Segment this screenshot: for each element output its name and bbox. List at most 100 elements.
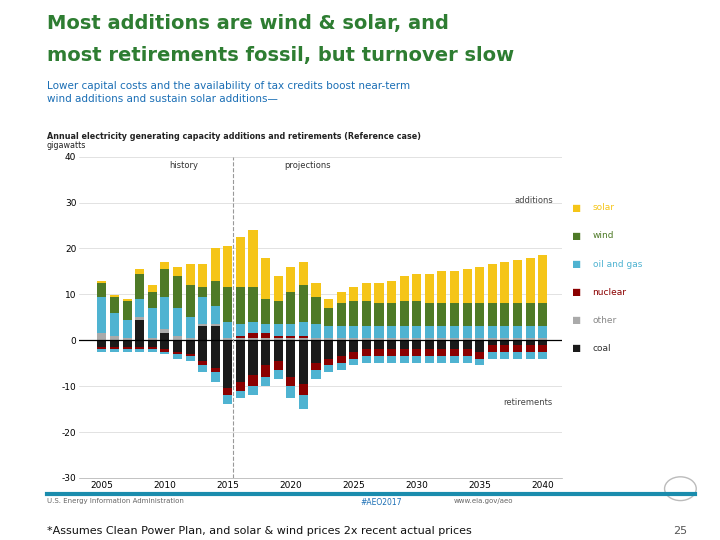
Bar: [211, 248, 220, 281]
Bar: [463, 269, 472, 303]
Bar: [135, 269, 144, 274]
Bar: [425, 303, 434, 326]
Bar: [299, 285, 308, 322]
Bar: [161, 333, 169, 340]
Text: coal: coal: [593, 344, 611, 353]
Bar: [487, 303, 497, 326]
Bar: [374, 326, 384, 338]
Bar: [161, 340, 169, 349]
Bar: [374, 303, 384, 326]
Bar: [122, 349, 132, 352]
Bar: [110, 336, 119, 340]
Bar: [186, 354, 194, 356]
Bar: [538, 345, 547, 352]
Bar: [487, 338, 497, 340]
Bar: [312, 283, 320, 296]
Bar: [487, 345, 497, 352]
Bar: [337, 356, 346, 363]
Bar: [387, 303, 396, 326]
Bar: [513, 326, 522, 338]
Bar: [161, 349, 169, 352]
Bar: [312, 340, 320, 363]
Bar: [211, 324, 220, 326]
Bar: [400, 338, 409, 340]
Bar: [274, 370, 283, 379]
Bar: [148, 285, 157, 292]
Bar: [248, 287, 258, 322]
Text: ◼: ◼: [572, 287, 582, 297]
Bar: [173, 352, 182, 354]
Bar: [135, 320, 144, 340]
Bar: [161, 352, 169, 354]
Bar: [261, 338, 270, 340]
Text: www.eia.gov/aeo: www.eia.gov/aeo: [454, 498, 513, 504]
Bar: [374, 340, 384, 349]
Bar: [248, 230, 258, 287]
Bar: [450, 271, 459, 303]
Bar: [97, 296, 107, 333]
Bar: [349, 287, 359, 301]
Bar: [299, 338, 308, 340]
Text: *Assumes Clean Power Plan, and solar & wind prices 2x recent actual prices: *Assumes Clean Power Plan, and solar & w…: [47, 526, 472, 537]
Bar: [223, 287, 233, 322]
Bar: [362, 283, 371, 301]
Bar: [324, 338, 333, 340]
Bar: [211, 306, 220, 324]
Bar: [513, 340, 522, 345]
Text: Annual electricity generating capacity additions and retirements (Reference case: Annual electricity generating capacity a…: [47, 132, 420, 141]
Bar: [324, 308, 333, 326]
Bar: [337, 303, 346, 326]
Bar: [148, 338, 157, 340]
Bar: [135, 340, 144, 347]
Bar: [438, 326, 446, 338]
Bar: [349, 338, 359, 340]
Bar: [173, 354, 182, 359]
Bar: [438, 303, 446, 326]
Bar: [198, 326, 207, 340]
Bar: [211, 373, 220, 382]
Bar: [198, 265, 207, 287]
Bar: [110, 347, 119, 349]
Bar: [135, 299, 144, 318]
Bar: [186, 285, 194, 318]
Bar: [450, 349, 459, 356]
Text: 71: 71: [675, 484, 686, 493]
Bar: [223, 340, 233, 388]
Bar: [198, 296, 207, 324]
Bar: [362, 301, 371, 326]
Bar: [362, 356, 371, 363]
Bar: [337, 326, 346, 338]
Bar: [122, 299, 132, 301]
Bar: [500, 345, 510, 352]
Bar: [374, 356, 384, 363]
Bar: [274, 338, 283, 340]
Text: history: history: [169, 161, 198, 170]
Bar: [500, 326, 510, 338]
Bar: [211, 340, 220, 368]
Bar: [487, 265, 497, 303]
Bar: [135, 347, 144, 349]
Bar: [110, 349, 119, 352]
Text: oil and gas: oil and gas: [593, 260, 642, 268]
Text: most retirements fossil, but turnover slow: most retirements fossil, but turnover sl…: [47, 46, 514, 65]
Bar: [287, 338, 295, 340]
Bar: [97, 333, 107, 340]
Bar: [349, 301, 359, 326]
Bar: [122, 301, 132, 320]
Bar: [261, 258, 270, 299]
Bar: [236, 391, 245, 397]
Bar: [526, 326, 535, 338]
Bar: [374, 349, 384, 356]
Bar: [324, 299, 333, 308]
Bar: [425, 340, 434, 349]
Bar: [299, 384, 308, 395]
Bar: [148, 349, 157, 352]
Bar: [122, 320, 132, 338]
Bar: [186, 356, 194, 361]
Bar: [413, 326, 421, 338]
Bar: [261, 299, 270, 324]
Bar: [312, 324, 320, 338]
Bar: [513, 345, 522, 352]
Bar: [287, 292, 295, 324]
Bar: [538, 338, 547, 340]
